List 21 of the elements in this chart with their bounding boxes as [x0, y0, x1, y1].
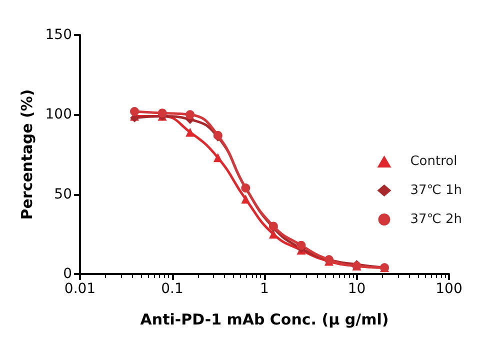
x-tick-label: 100: [436, 281, 462, 297]
y-tick-label: 100: [45, 106, 72, 123]
y-tick-label: 50: [54, 186, 72, 202]
x-tick-label: 1: [260, 281, 269, 297]
x-tick-label: 0.01: [64, 281, 96, 297]
y-tick-label: 0: [63, 266, 72, 282]
y-axis-title: Percentage (%): [18, 89, 36, 220]
x-tick-label: 0.1: [161, 281, 184, 297]
point: [296, 240, 306, 250]
legend-label: 37℃ 1h: [410, 183, 462, 198]
point: [186, 128, 195, 137]
x-axis-title: Anti-PD-1 mAb Conc. (μ g/ml): [140, 310, 389, 328]
point: [130, 106, 140, 116]
point: [213, 153, 222, 162]
y-tick-label: 150: [45, 27, 72, 43]
x-tick-label: 10: [348, 281, 366, 297]
point: [241, 194, 250, 204]
point: [158, 108, 167, 118]
point: [186, 110, 195, 120]
legend-label: 37℃ 2h: [410, 212, 462, 227]
legend-label: Control: [410, 154, 458, 169]
